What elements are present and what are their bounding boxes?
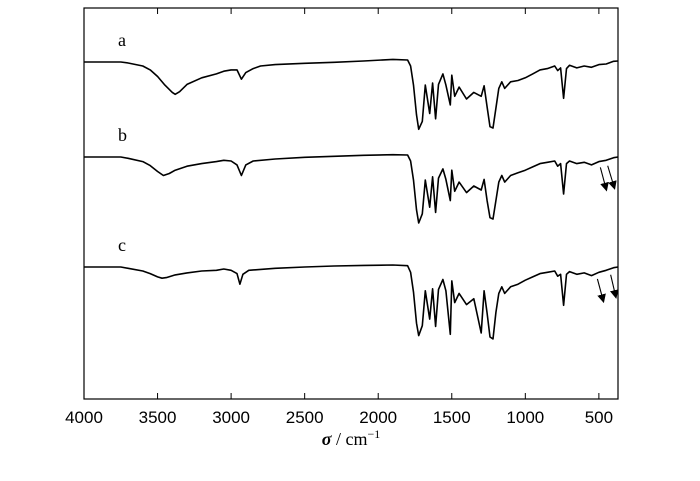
x-tick-label-4000: 4000 xyxy=(65,408,103,427)
x-tick-label-1000: 1000 xyxy=(506,408,544,427)
series-label-c: c xyxy=(118,235,126,255)
x-tick-label-2000: 2000 xyxy=(359,408,397,427)
series-labels: a b c xyxy=(118,30,127,255)
arrow-b-1 xyxy=(607,165,617,190)
arrow-c-3 xyxy=(610,274,619,299)
trace-b xyxy=(84,153,619,224)
x-tick-label-500: 500 xyxy=(585,408,613,427)
series-label-b: b xyxy=(118,125,127,145)
x-axis-unit: cm xyxy=(345,429,367,449)
x-tick-label-1500: 1500 xyxy=(433,408,471,427)
trace-c xyxy=(84,264,619,340)
x-tick-label-3000: 3000 xyxy=(212,408,250,427)
arrow-b-0 xyxy=(599,167,609,192)
x-axis-separator: / xyxy=(331,429,345,449)
x-axis-symbol: σ xyxy=(322,429,333,449)
x-tick-label-3500: 3500 xyxy=(139,408,177,427)
x-tick-label-2500: 2500 xyxy=(286,408,324,427)
x-axis-label: σ / cm−1 xyxy=(322,427,381,449)
trace-a xyxy=(84,58,619,131)
x-axis-exponent: −1 xyxy=(367,427,380,441)
plot-frame xyxy=(83,7,619,400)
arrow-c-2 xyxy=(596,278,606,304)
spectrum-traces xyxy=(84,58,619,340)
x-axis-ticks: 4000 3500 3000 2500 2000 1500 1000 500 xyxy=(65,8,613,427)
annotation-arrows xyxy=(596,165,619,304)
series-label-a: a xyxy=(118,30,126,50)
